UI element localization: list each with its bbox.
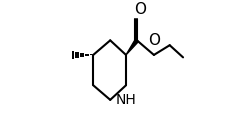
Polygon shape xyxy=(126,39,139,55)
Text: NH: NH xyxy=(116,93,136,107)
Text: O: O xyxy=(134,2,146,17)
Text: O: O xyxy=(148,33,160,48)
